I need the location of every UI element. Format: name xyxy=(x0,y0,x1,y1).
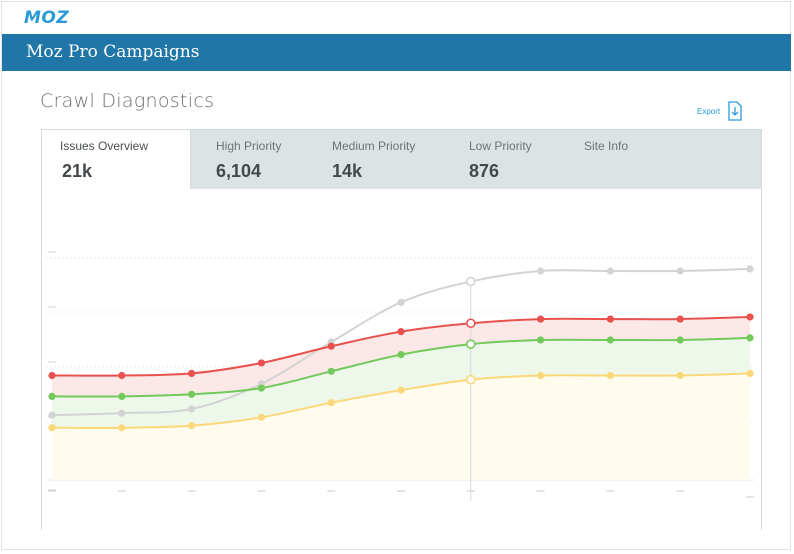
data-point-medium xyxy=(188,390,196,398)
tab-value: 14k xyxy=(332,161,363,181)
data-point-high xyxy=(188,369,196,378)
tab-label: Medium Priority xyxy=(332,139,416,153)
data-point-medium xyxy=(257,384,265,392)
data-point-low xyxy=(397,386,405,394)
data-point-medium xyxy=(118,392,126,400)
data-point-medium xyxy=(397,351,405,359)
data-point-total xyxy=(118,409,126,417)
data-point-medium xyxy=(676,336,684,344)
data-point-total xyxy=(188,405,196,413)
tab-issues-overview[interactable]: Issues Overview 21k xyxy=(42,130,191,189)
download-icon xyxy=(728,101,742,121)
tab-label: Site Info xyxy=(584,139,629,153)
tab-medium-priority[interactable]: Medium Priority 14k xyxy=(307,130,445,189)
export-label: Export xyxy=(697,106,721,116)
data-point-low xyxy=(48,424,56,432)
data-point-low xyxy=(465,374,476,385)
data-point-low xyxy=(327,399,335,407)
issues-trend-chart xyxy=(47,251,754,501)
data-point-low xyxy=(746,369,754,378)
data-point-low xyxy=(257,413,265,421)
data-point-total xyxy=(48,411,56,419)
data-point-low xyxy=(537,371,545,380)
data-point-low xyxy=(606,371,615,380)
diagnostics-panel: Issues Overview 21k High Priority 6,104 … xyxy=(41,129,762,530)
data-point-total xyxy=(606,267,615,275)
data-point-medium xyxy=(746,334,754,342)
tab-value: 876 xyxy=(469,161,500,181)
page-title: Crawl Diagnostics xyxy=(40,90,215,112)
data-point-high xyxy=(606,315,615,323)
data-point-total xyxy=(465,276,476,287)
band-medium xyxy=(52,337,750,428)
data-point-total xyxy=(397,298,405,306)
data-point-total xyxy=(676,267,684,275)
data-point-medium xyxy=(48,392,56,400)
tab-label: High Priority xyxy=(216,139,282,153)
data-point-total xyxy=(537,267,545,275)
data-point-medium xyxy=(537,336,545,344)
data-point-low xyxy=(676,371,684,380)
tab-site-info[interactable]: Site Info xyxy=(560,130,680,189)
tab-value: 6,104 xyxy=(216,161,262,181)
data-point-high xyxy=(465,318,476,329)
top-bar: Moz Pro Campaigns xyxy=(2,34,791,71)
data-point-low xyxy=(188,422,196,430)
tab-label: Issues Overview xyxy=(60,139,149,153)
data-point-high xyxy=(118,371,126,380)
data-point-low xyxy=(118,424,126,432)
export-button[interactable]: Export xyxy=(697,100,742,122)
tab-bar: Issues Overview 21k High Priority 6,104 … xyxy=(42,129,761,189)
tab-low-priority[interactable]: Low Priority 876 xyxy=(445,130,560,189)
data-point-high xyxy=(327,342,335,350)
band-low xyxy=(52,373,750,480)
tab-high-priority[interactable]: High Priority 6,104 xyxy=(191,130,307,189)
tab-label: Low Priority xyxy=(469,139,532,153)
app-title: Moz Pro Campaigns xyxy=(26,42,200,62)
tab-value: 21k xyxy=(62,161,93,181)
data-point-medium xyxy=(465,339,476,349)
data-point-total xyxy=(746,265,754,273)
data-point-high xyxy=(48,371,56,380)
moz-logo[interactable]: MOZ xyxy=(24,8,70,28)
data-point-medium xyxy=(606,336,615,344)
data-point-high xyxy=(257,359,265,367)
data-point-high xyxy=(676,315,684,323)
data-point-high xyxy=(746,313,754,321)
data-point-medium xyxy=(327,367,335,375)
data-point-high xyxy=(537,315,545,323)
data-point-high xyxy=(397,328,405,336)
band-high xyxy=(52,316,750,397)
